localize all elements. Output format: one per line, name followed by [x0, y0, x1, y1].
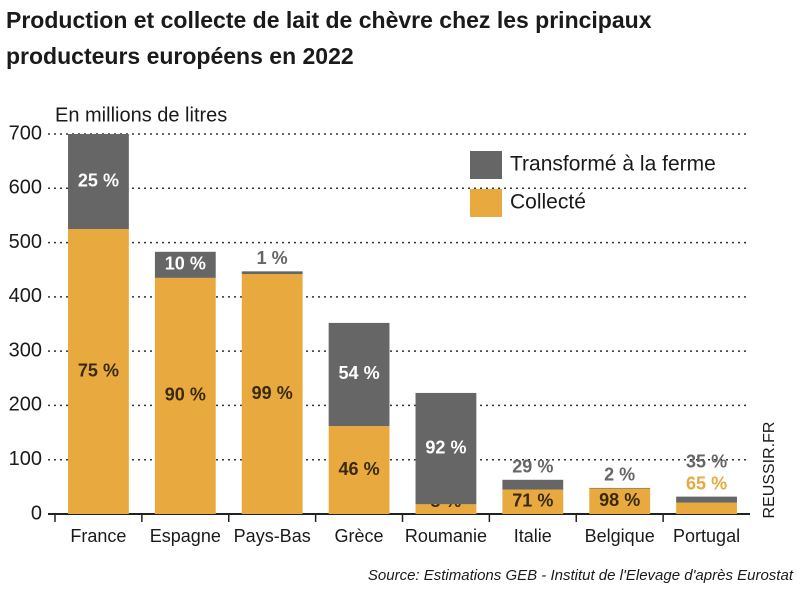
- chart-title: producteurs européens en 2022: [6, 43, 354, 69]
- bar-segment: [241, 274, 303, 514]
- legend-label: Collecté: [510, 191, 586, 214]
- bar-segment: [415, 392, 477, 505]
- share-label: 29 %: [512, 457, 553, 477]
- x-tick-label: Portugal: [673, 526, 740, 546]
- share-label: 99 %: [252, 383, 293, 403]
- share-label: 46 %: [339, 459, 380, 479]
- bar-segment: [154, 277, 216, 514]
- share-label: 25 %: [78, 170, 119, 190]
- bar-segment: [502, 479, 564, 490]
- x-tick-label: Grèce: [335, 526, 384, 546]
- share-label: 90 %: [165, 385, 206, 405]
- share-label: 35 %: [686, 451, 727, 471]
- source: Source: Estimations GEB - Institut de l'…: [368, 567, 794, 584]
- bar-segment: [676, 496, 737, 503]
- x-tick-label: Italie: [514, 526, 552, 546]
- y-tick-label: 100: [9, 448, 42, 470]
- share-label: 65 %: [686, 473, 727, 493]
- x-tick-label: Belgique: [585, 526, 655, 546]
- y-axis-label: En millions de litres: [55, 104, 227, 126]
- legend-swatch: [470, 189, 502, 217]
- bar-segment: [328, 322, 390, 427]
- y-tick-label: 600: [9, 177, 42, 199]
- credit: REUSSIR.FR: [761, 422, 778, 519]
- bar-segment: [415, 504, 477, 514]
- legend-swatch: [470, 151, 502, 179]
- bar-segment: [589, 487, 651, 489]
- bar-segment: [68, 134, 129, 229]
- share-label: 98 %: [599, 490, 640, 510]
- bar-segment: [68, 229, 129, 514]
- share-label: 92 %: [425, 437, 466, 457]
- y-tick-label: 0: [31, 502, 42, 524]
- y-tick-label: 700: [9, 122, 42, 144]
- y-tick-label: 200: [9, 394, 42, 416]
- x-tick-label: Espagne: [150, 526, 221, 546]
- share-label: 2 %: [604, 465, 635, 485]
- legend-label: Transformé à la ferme: [510, 153, 716, 176]
- x-tick-label: Roumanie: [405, 526, 487, 546]
- share-label: 10 %: [165, 254, 206, 274]
- bar-segment: [241, 271, 303, 275]
- bar-segment: [589, 488, 651, 514]
- x-tick-label: Pays-Bas: [234, 526, 311, 546]
- share-label: 1 %: [257, 248, 288, 268]
- chart-title: Production et collecte de lait de chèvre…: [6, 7, 652, 33]
- y-tick-label: 400: [9, 285, 42, 307]
- share-label: 71 %: [512, 491, 553, 511]
- share-label: 75 %: [78, 360, 119, 380]
- bar-segment: [502, 489, 564, 514]
- bar-segment: [154, 251, 216, 278]
- y-tick-label: 300: [9, 339, 42, 361]
- x-tick-label: France: [70, 526, 126, 546]
- share-label: 54 %: [339, 363, 380, 383]
- y-tick-label: 500: [9, 231, 42, 253]
- bar-segment: [328, 426, 390, 514]
- bar-segment: [676, 502, 737, 514]
